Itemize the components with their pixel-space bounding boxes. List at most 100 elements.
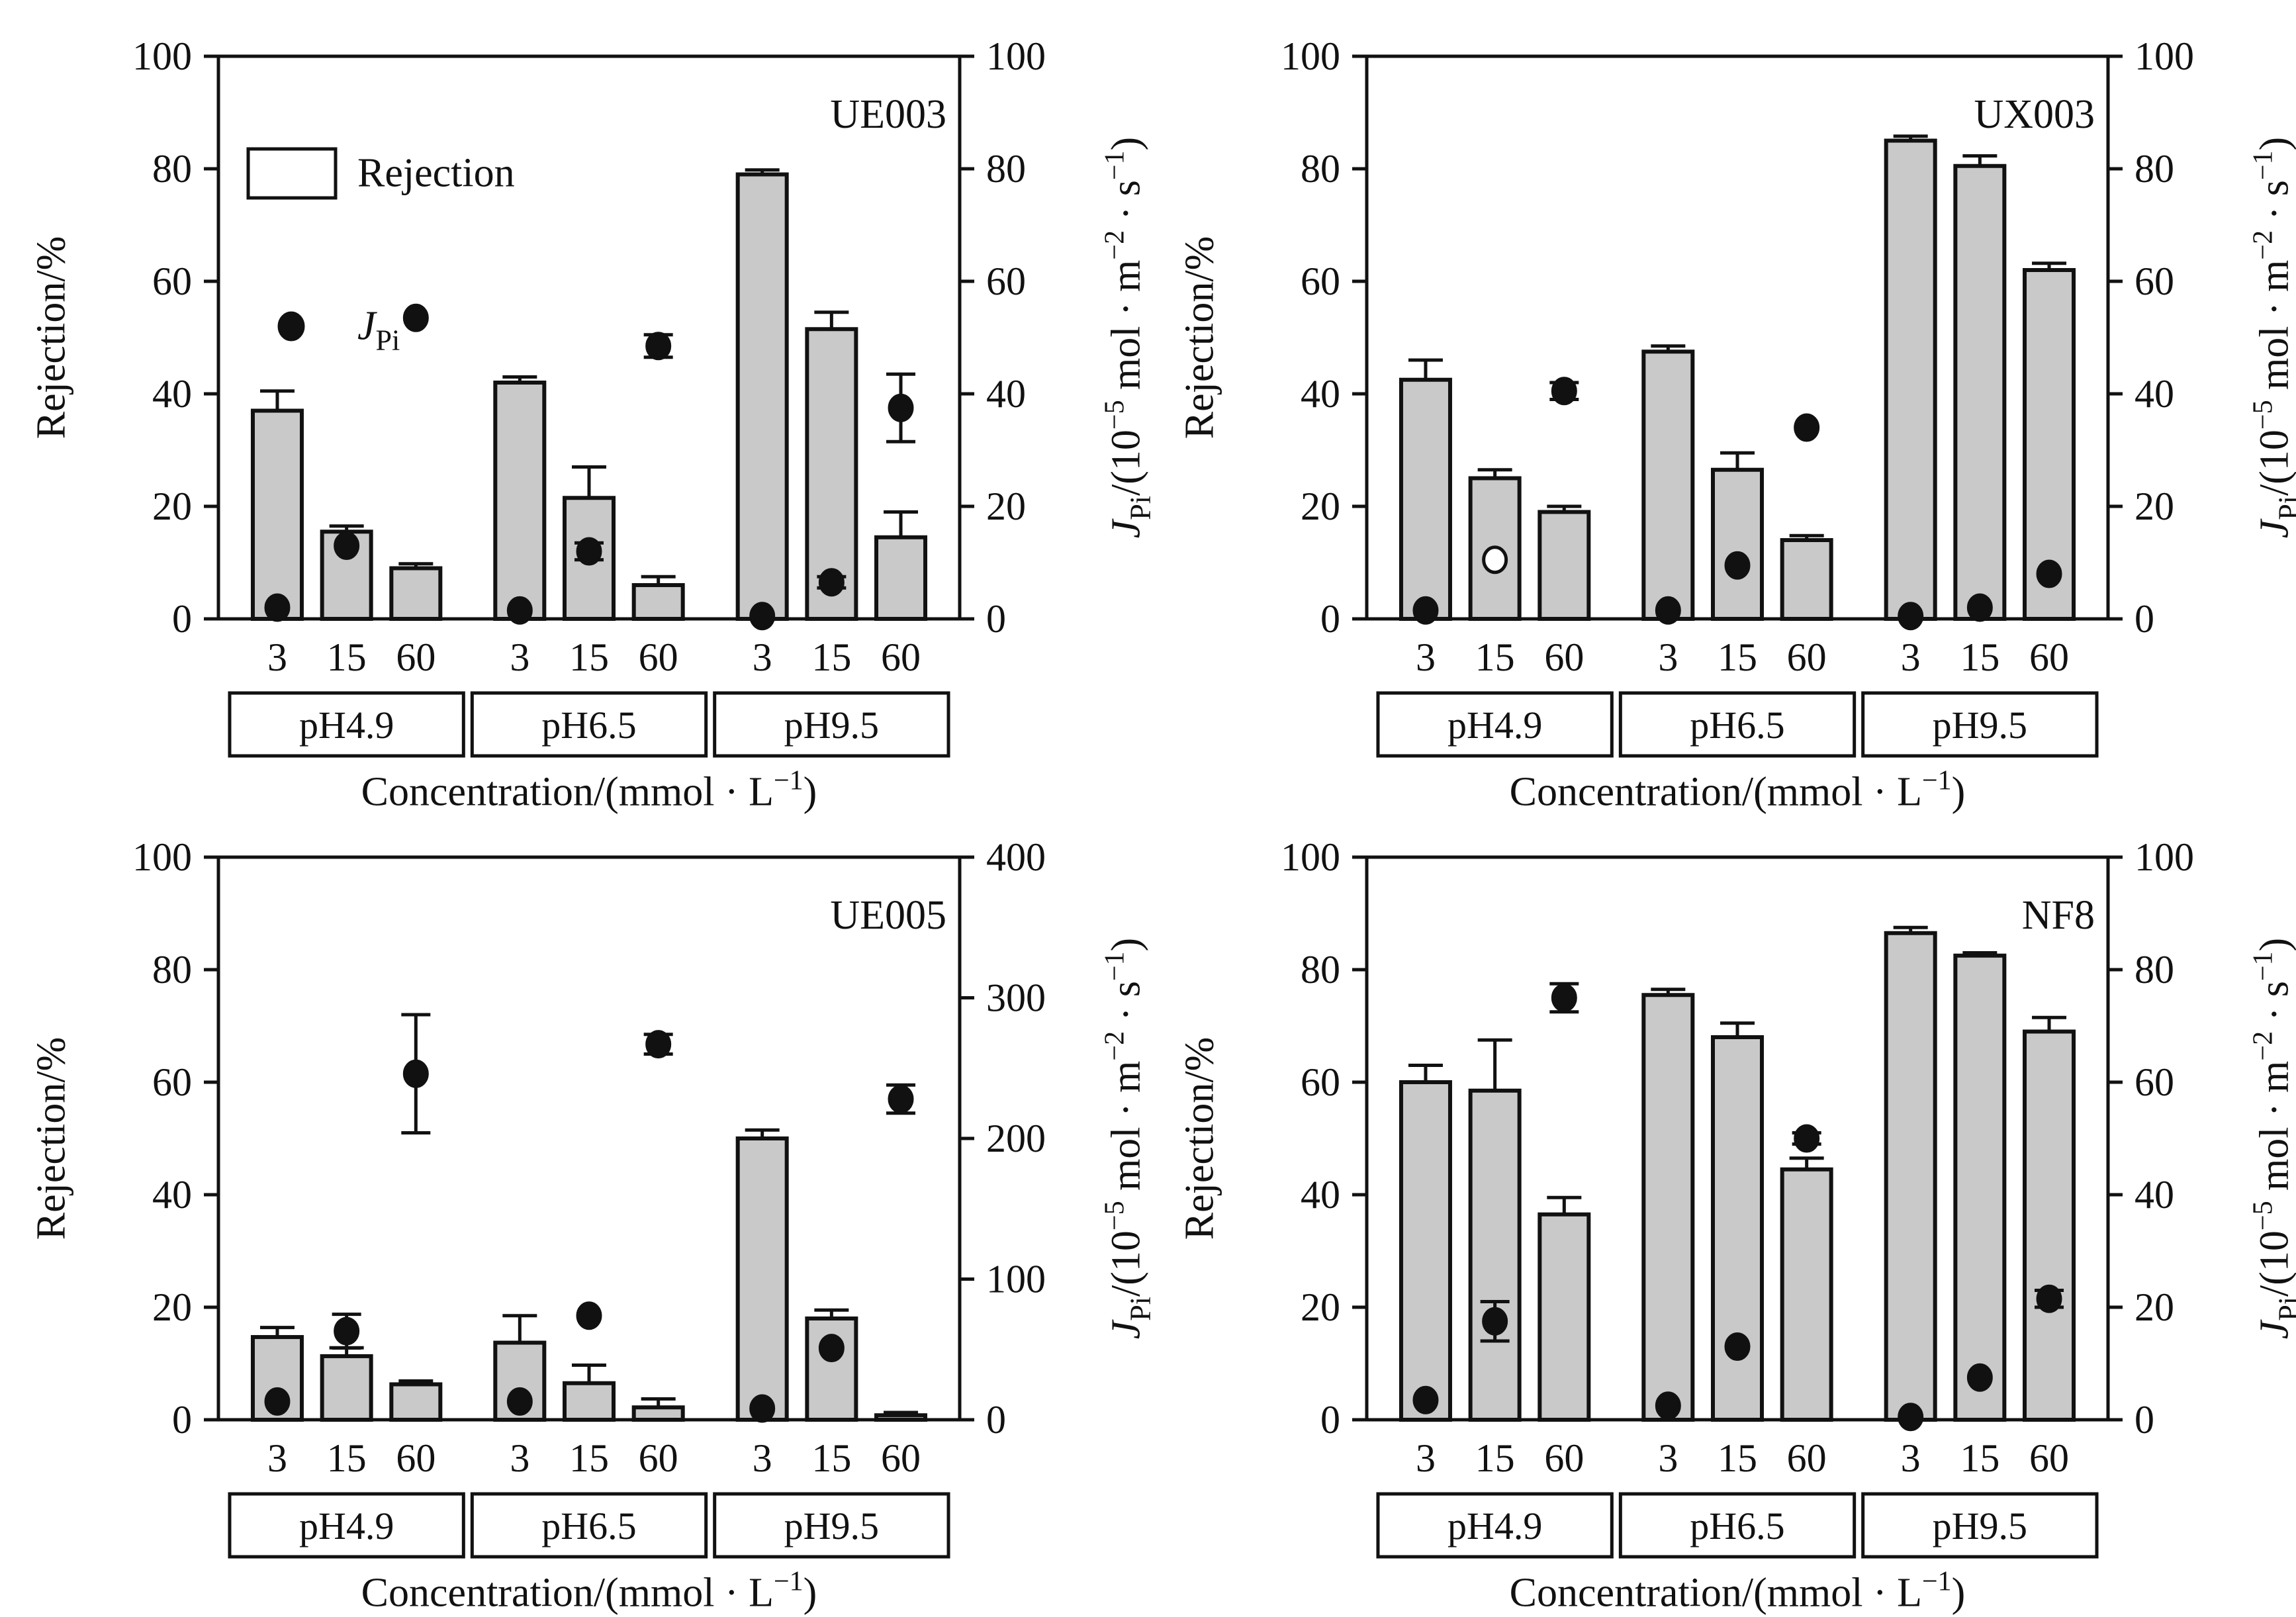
- superscript: −5: [1100, 400, 1130, 430]
- rejection-bar: [1955, 956, 2004, 1420]
- label-text: /(10: [1104, 430, 1149, 496]
- superscript: −1: [1100, 150, 1130, 180]
- jpi-point: [1900, 604, 1922, 629]
- x-tick-label: 60: [881, 635, 921, 679]
- label-text: mol · m: [2252, 260, 2296, 400]
- label-text: · s: [2252, 981, 2296, 1031]
- x-tick-label: 60: [396, 635, 436, 679]
- jpi-point: [1968, 1365, 1991, 1390]
- right-tick-label: 80: [2135, 948, 2174, 992]
- x-tick-label: 15: [1718, 635, 1757, 679]
- left-tick-label: 20: [152, 1285, 192, 1329]
- x-tick-label: 15: [1960, 1436, 1999, 1480]
- superscript: −1: [1922, 766, 1952, 796]
- x-tick-label: 3: [267, 635, 287, 679]
- left-axis-title: Rejection/%: [1177, 1037, 1224, 1240]
- legend-point-symbol: [278, 312, 304, 341]
- label-text: /(10: [2252, 1230, 2296, 1297]
- jpi-point: [890, 1087, 912, 1112]
- italic-symbol: J: [1104, 520, 1149, 539]
- x-axis-title: Concentration/(mmol · L−1): [361, 1570, 817, 1617]
- rejection-bar: [1886, 933, 1935, 1420]
- left-tick-label: 20: [152, 485, 192, 528]
- left-tick-label: 100: [132, 34, 192, 78]
- right-tick-label: 0: [986, 1398, 1006, 1442]
- superscript: −1: [2248, 150, 2279, 180]
- label-text: ): [1952, 1571, 1966, 1616]
- ph-group-label: pH9.5: [1933, 704, 2027, 747]
- right-tick-label: 20: [2135, 485, 2174, 528]
- right-tick-label: 40: [2135, 1173, 2174, 1217]
- label-text: Rejection/%: [1177, 1037, 1222, 1240]
- x-tick-label: 15: [811, 635, 851, 679]
- right-tick-label: 300: [986, 976, 1046, 1020]
- label-text: ): [2252, 938, 2296, 952]
- right-axis-title: JPi/(10−5 mol · m−2 · s−1): [1103, 938, 1150, 1339]
- superscript: −1: [1922, 1567, 1952, 1597]
- jpi-point: [266, 1389, 289, 1414]
- rejection-bar: [738, 175, 787, 620]
- superscript: −2: [2248, 1031, 2279, 1061]
- jpi-point: [1726, 1334, 1749, 1360]
- ph-group-label: pH6.5: [541, 704, 636, 747]
- ph-group-label: pH6.5: [1690, 1504, 1784, 1548]
- subscript: Pi: [2273, 1297, 2296, 1321]
- x-tick-label: 3: [1658, 1436, 1678, 1480]
- ph-group-label: pH4.9: [1447, 704, 1542, 747]
- x-axis-title: Concentration/(mmol · L−1): [1510, 1570, 1966, 1617]
- membrane-label: UE005: [830, 893, 946, 938]
- left-axis-title: Rejection/%: [28, 1037, 75, 1240]
- x-tick-label: 15: [327, 1436, 367, 1480]
- superscript: −5: [1100, 1201, 1130, 1230]
- x-tick-label: 15: [1718, 1436, 1757, 1480]
- right-tick-label: 0: [986, 597, 1006, 641]
- jpi-point: [751, 1396, 774, 1421]
- jpi-point: [508, 1389, 531, 1414]
- x-tick-label: 3: [510, 1436, 529, 1480]
- legend-bar-symbol: [248, 149, 336, 198]
- rejection-bar: [1401, 1082, 1450, 1420]
- label-text: /(10: [1104, 1230, 1149, 1297]
- left-tick-label: 100: [1281, 34, 1340, 78]
- left-tick-label: 60: [1301, 259, 1340, 303]
- jpi-point: [336, 1318, 358, 1344]
- right-tick-label: 0: [2135, 1398, 2154, 1442]
- label-text: Rejection/%: [29, 1037, 74, 1240]
- left-tick-label: 60: [152, 259, 192, 303]
- italic-symbol: J: [1104, 1321, 1149, 1340]
- x-tick-label: 3: [267, 1436, 287, 1480]
- rejection-bar: [1643, 995, 1692, 1420]
- rejection-bar: [2025, 1032, 2074, 1420]
- right-tick-label: 40: [986, 372, 1026, 416]
- left-tick-label: 40: [152, 1173, 192, 1217]
- jpi-point: [1796, 1126, 1818, 1151]
- rejection-bar: [807, 1318, 856, 1420]
- jpi-point: [1414, 1387, 1437, 1412]
- jpi-point: [336, 533, 358, 559]
- label-text: /(10: [2252, 430, 2296, 496]
- x-tick-label: 15: [1475, 635, 1515, 679]
- rejection-bar: [634, 585, 683, 619]
- jpi-point: [578, 539, 600, 564]
- rejection-bar: [322, 1356, 371, 1420]
- jpi-point: [1900, 1405, 1922, 1430]
- left-tick-label: 80: [1301, 948, 1340, 992]
- left-tick-label: 100: [1281, 835, 1340, 879]
- rejection-bar: [391, 569, 440, 620]
- label-text: mol · m: [1104, 260, 1149, 400]
- rejection-bar: [738, 1138, 787, 1420]
- rejection-bar: [495, 383, 544, 619]
- jpi-point: [2038, 1286, 2060, 1311]
- left-tick-label: 20: [1301, 485, 1340, 528]
- italic-symbol: J: [2252, 520, 2296, 539]
- x-tick-label: 3: [1901, 635, 1921, 679]
- right-tick-label: 20: [986, 485, 1026, 528]
- jpi-point: [404, 305, 427, 330]
- x-tick-label: 15: [569, 635, 609, 679]
- right-tick-label: 80: [2135, 147, 2174, 191]
- ph-group-label: pH9.5: [1933, 1504, 2027, 1548]
